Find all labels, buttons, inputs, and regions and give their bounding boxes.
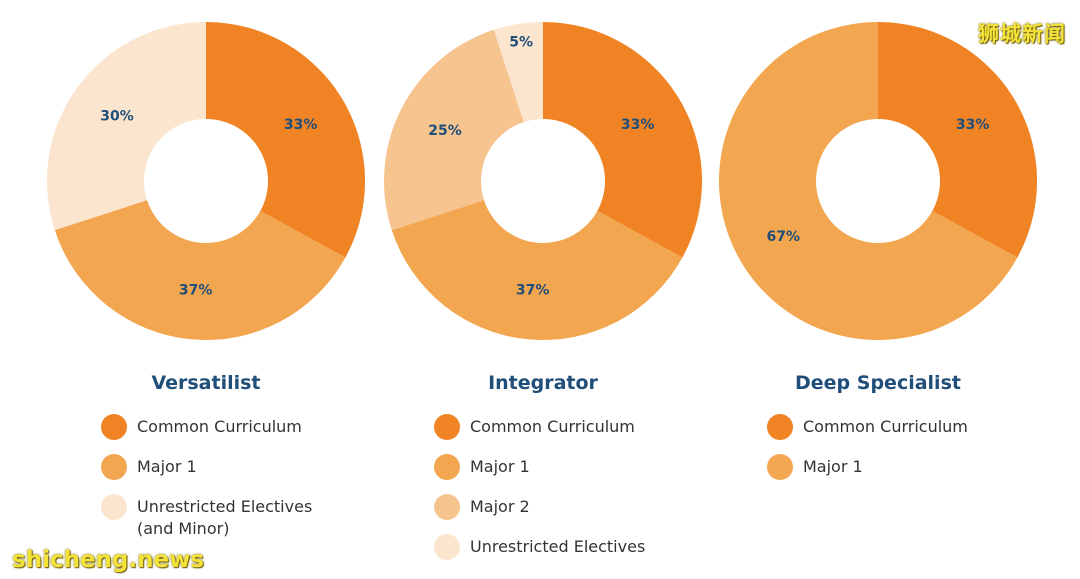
integrator-donut-chart: 33% 37% 25% 5% <box>384 22 702 340</box>
watermark-top-right: 狮城新闻 <box>978 22 1066 46</box>
legend-label: Major 1 <box>137 457 197 476</box>
legend-label: Common Curriculum <box>803 417 968 436</box>
deep-specialist-legend: Common Curriculum Major 1 <box>767 414 1067 494</box>
legend-swatch <box>101 454 127 480</box>
versatilist-slice-unrestricted-electives <box>46 22 207 231</box>
integrator-title: Integrator <box>488 372 598 394</box>
versatilist-legend: Common Curriculum Major 1 Unrestricted Ele… <box>101 414 401 554</box>
legend-item: Common Curriculum <box>767 414 1067 440</box>
legend-label: Common Curriculum <box>470 417 635 436</box>
integrator-data-label: 5% <box>509 35 533 51</box>
legend-item: Major 1 <box>101 454 401 480</box>
integrator-slice-common-curriculum <box>543 22 702 258</box>
deep-specialist-slice-common-curriculum <box>878 22 1037 258</box>
versatilist-slice-common-curriculum <box>206 22 365 258</box>
legend-label: Major 1 <box>470 457 530 476</box>
deep-specialist-donut-chart: 33% 67% <box>719 22 1037 340</box>
integrator-data-label: 33% <box>621 117 655 133</box>
legend-item: Unrestricted Electives (and Minor) <box>101 494 401 540</box>
legend-swatch <box>434 454 460 480</box>
versatilist-donut-chart: 33% 37% 30% <box>46 22 365 340</box>
legend-label: Unrestricted Electives <box>470 537 646 556</box>
integrator-legend: Common Curriculum Major 1 Major 2 Unrestric… <box>434 414 734 574</box>
legend-swatch <box>101 494 127 520</box>
deep-specialist-data-label: 67% <box>767 229 801 245</box>
legend-item: Unrestricted Electives <box>434 534 734 560</box>
deep-specialist-data-label: 33% <box>956 117 990 133</box>
legend-swatch <box>434 414 460 440</box>
legend-item: Major 1 <box>767 454 1067 480</box>
integrator-slice-major-2 <box>384 29 524 231</box>
integrator-slice-major-1 <box>391 200 683 340</box>
legend-swatch <box>101 414 127 440</box>
legend-swatch <box>434 534 460 560</box>
versatilist-data-label: 37% <box>179 283 213 299</box>
legend-swatch <box>434 494 460 520</box>
deep-specialist-title: Deep Specialist <box>795 372 961 394</box>
legend-label: Major 1 <box>803 457 863 476</box>
legend-label: Major 2 <box>470 497 530 516</box>
versatilist-slice-major-1 <box>54 200 346 340</box>
versatilist-data-label: 30% <box>100 108 134 124</box>
deep-specialist-slice-major-1 <box>719 22 1018 340</box>
legend-item: Common Curriculum <box>434 414 734 440</box>
versatilist-title: Versatilist <box>151 372 261 394</box>
versatilist-data-label: 33% <box>284 117 318 133</box>
legend-label: Unrestricted Electives (and Minor) <box>137 497 313 538</box>
legend-swatch <box>767 414 793 440</box>
legend-label: Common Curriculum <box>137 417 302 436</box>
integrator-data-label: 25% <box>428 123 462 139</box>
legend-swatch <box>767 454 793 480</box>
watermark-bottom-left: shicheng.news <box>12 547 205 573</box>
legend-item: Common Curriculum <box>101 414 401 440</box>
integrator-slice-unrestricted-electives <box>493 22 543 123</box>
legend-item: Major 2 <box>434 494 734 520</box>
integrator-data-label: 37% <box>516 283 550 299</box>
legend-item: Major 1 <box>434 454 734 480</box>
